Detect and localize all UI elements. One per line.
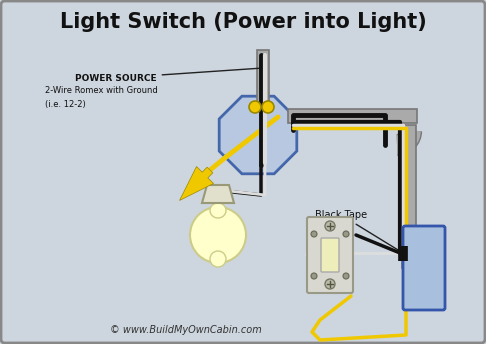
Polygon shape xyxy=(210,203,226,218)
Circle shape xyxy=(311,273,317,279)
Text: Black Tape: Black Tape xyxy=(315,210,400,251)
Polygon shape xyxy=(202,185,234,203)
Circle shape xyxy=(311,231,317,237)
Circle shape xyxy=(190,207,246,263)
Polygon shape xyxy=(219,96,297,174)
Circle shape xyxy=(325,279,335,289)
FancyBboxPatch shape xyxy=(402,125,416,268)
Text: (i.e. 12-2): (i.e. 12-2) xyxy=(45,100,86,109)
FancyBboxPatch shape xyxy=(403,226,445,310)
Circle shape xyxy=(210,251,226,267)
FancyBboxPatch shape xyxy=(307,217,353,293)
Circle shape xyxy=(343,231,349,237)
FancyBboxPatch shape xyxy=(321,238,339,272)
Text: 2-Wire Romex with Ground: 2-Wire Romex with Ground xyxy=(45,86,158,95)
Text: POWER SOURCE: POWER SOURCE xyxy=(75,68,260,83)
FancyBboxPatch shape xyxy=(257,50,269,110)
Circle shape xyxy=(249,101,261,113)
Text: © www.BuildMyOwnCabin.com: © www.BuildMyOwnCabin.com xyxy=(110,325,262,335)
Text: Light Switch (Power into Light): Light Switch (Power into Light) xyxy=(60,12,426,32)
FancyArrow shape xyxy=(179,166,213,201)
Circle shape xyxy=(343,273,349,279)
Circle shape xyxy=(325,221,335,231)
FancyBboxPatch shape xyxy=(288,109,417,123)
Circle shape xyxy=(262,101,274,113)
